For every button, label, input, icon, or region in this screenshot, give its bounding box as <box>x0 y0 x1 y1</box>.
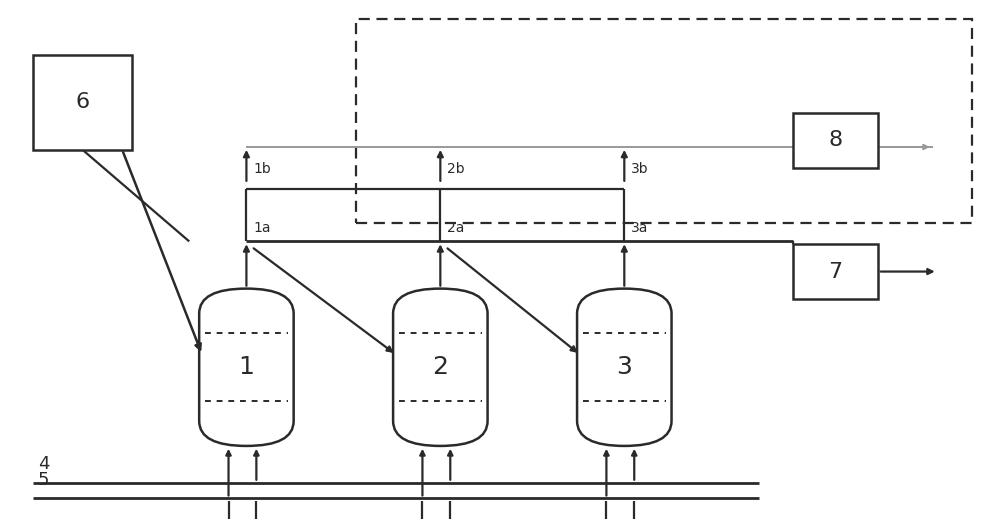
Text: 5: 5 <box>38 471 49 489</box>
FancyBboxPatch shape <box>199 289 294 446</box>
Text: 3b: 3b <box>631 162 649 176</box>
FancyBboxPatch shape <box>793 113 878 168</box>
FancyBboxPatch shape <box>577 289 672 446</box>
Text: 2a: 2a <box>447 222 465 235</box>
Text: 6: 6 <box>75 92 89 112</box>
Text: 2: 2 <box>432 355 448 379</box>
Text: 3: 3 <box>616 355 632 379</box>
Text: 7: 7 <box>829 262 843 281</box>
FancyBboxPatch shape <box>33 55 132 149</box>
Text: 3a: 3a <box>631 222 649 235</box>
Text: 2b: 2b <box>447 162 465 176</box>
Text: 1b: 1b <box>253 162 271 176</box>
FancyBboxPatch shape <box>393 289 488 446</box>
Text: 4: 4 <box>38 455 49 473</box>
Text: 1: 1 <box>238 355 254 379</box>
FancyBboxPatch shape <box>793 244 878 299</box>
Text: 8: 8 <box>829 130 843 151</box>
Text: 1a: 1a <box>253 222 271 235</box>
